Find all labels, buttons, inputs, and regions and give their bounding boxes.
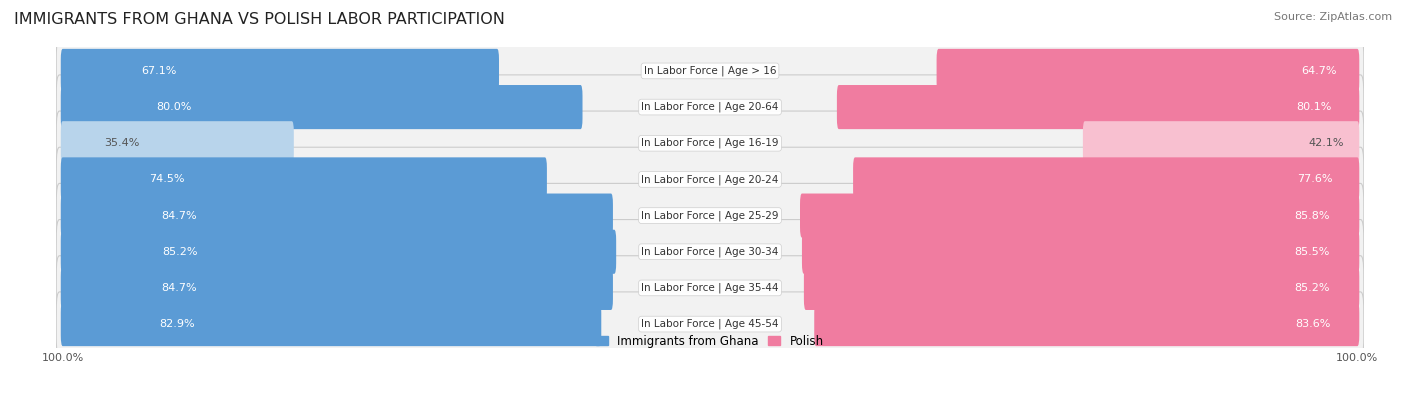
Legend: Immigrants from Ghana, Polish: Immigrants from Ghana, Polish <box>596 335 824 348</box>
FancyBboxPatch shape <box>60 121 294 166</box>
Text: 64.7%: 64.7% <box>1301 66 1337 76</box>
FancyBboxPatch shape <box>800 194 1360 238</box>
FancyBboxPatch shape <box>56 111 1364 175</box>
Text: Source: ZipAtlas.com: Source: ZipAtlas.com <box>1274 12 1392 22</box>
Text: 80.1%: 80.1% <box>1296 102 1331 112</box>
FancyBboxPatch shape <box>56 75 1364 139</box>
Text: 80.0%: 80.0% <box>156 102 191 112</box>
FancyBboxPatch shape <box>60 266 613 310</box>
Text: In Labor Force | Age > 16: In Labor Force | Age > 16 <box>644 66 776 76</box>
Text: 74.5%: 74.5% <box>149 175 186 184</box>
Text: In Labor Force | Age 45-54: In Labor Force | Age 45-54 <box>641 319 779 329</box>
FancyBboxPatch shape <box>56 183 1364 248</box>
FancyBboxPatch shape <box>853 157 1360 201</box>
Text: In Labor Force | Age 30-34: In Labor Force | Age 30-34 <box>641 246 779 257</box>
Text: In Labor Force | Age 16-19: In Labor Force | Age 16-19 <box>641 138 779 149</box>
FancyBboxPatch shape <box>60 302 602 346</box>
FancyBboxPatch shape <box>801 229 1360 274</box>
FancyBboxPatch shape <box>60 49 499 93</box>
FancyBboxPatch shape <box>56 292 1364 356</box>
Text: 85.2%: 85.2% <box>1295 283 1330 293</box>
Text: 85.8%: 85.8% <box>1294 211 1330 220</box>
FancyBboxPatch shape <box>804 266 1360 310</box>
Text: In Labor Force | Age 20-64: In Labor Force | Age 20-64 <box>641 102 779 112</box>
FancyBboxPatch shape <box>814 302 1360 346</box>
FancyBboxPatch shape <box>60 157 547 201</box>
FancyBboxPatch shape <box>56 147 1364 212</box>
Text: IMMIGRANTS FROM GHANA VS POLISH LABOR PARTICIPATION: IMMIGRANTS FROM GHANA VS POLISH LABOR PA… <box>14 12 505 27</box>
FancyBboxPatch shape <box>60 194 613 238</box>
FancyBboxPatch shape <box>60 85 582 129</box>
FancyBboxPatch shape <box>56 256 1364 320</box>
FancyBboxPatch shape <box>60 229 616 274</box>
Text: 35.4%: 35.4% <box>104 138 139 148</box>
Text: In Labor Force | Age 35-44: In Labor Force | Age 35-44 <box>641 283 779 293</box>
Text: 83.6%: 83.6% <box>1295 319 1330 329</box>
Text: 67.1%: 67.1% <box>141 66 176 76</box>
Text: 84.7%: 84.7% <box>162 211 197 220</box>
FancyBboxPatch shape <box>56 220 1364 284</box>
FancyBboxPatch shape <box>837 85 1360 129</box>
Text: In Labor Force | Age 20-24: In Labor Force | Age 20-24 <box>641 174 779 185</box>
Text: 42.1%: 42.1% <box>1308 138 1344 148</box>
Text: 85.5%: 85.5% <box>1295 247 1330 257</box>
FancyBboxPatch shape <box>936 49 1360 93</box>
Text: 82.9%: 82.9% <box>159 319 195 329</box>
Text: 77.6%: 77.6% <box>1296 175 1333 184</box>
Text: In Labor Force | Age 25-29: In Labor Force | Age 25-29 <box>641 210 779 221</box>
Text: 85.2%: 85.2% <box>162 247 197 257</box>
FancyBboxPatch shape <box>1083 121 1360 166</box>
FancyBboxPatch shape <box>56 39 1364 103</box>
Text: 84.7%: 84.7% <box>162 283 197 293</box>
